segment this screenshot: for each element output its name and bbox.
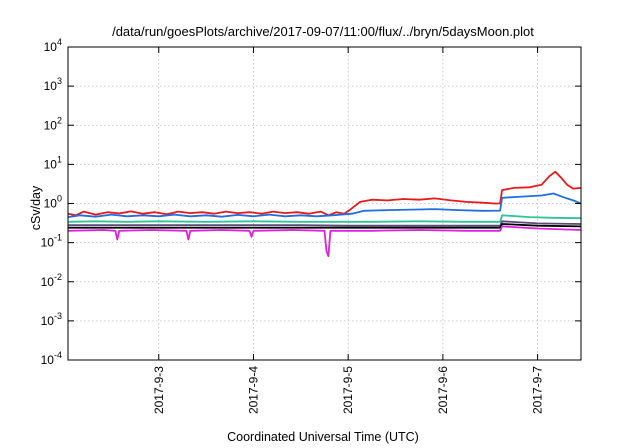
x-tick-label: 2017-9-6 xyxy=(436,366,450,414)
series-line-3 xyxy=(67,214,582,223)
chart-title: /data/run/goesPlots/archive/2017-09-07/1… xyxy=(112,24,534,39)
y-tick-label: 104 xyxy=(44,37,62,54)
x-axis-label: Coordinated Universal Time (UTC) xyxy=(227,430,419,444)
y-tick-label: 10-1 xyxy=(41,233,62,250)
y-axis-label: cSv/day xyxy=(29,185,43,230)
axis-ticks: 10-4 10-3 10-2 10-1 100 101 102 103 104 2017-9-3 2… xyxy=(41,37,581,414)
y-tick-label: 10-4 xyxy=(41,350,62,367)
series-line-5 xyxy=(68,223,582,229)
x-tick-label: 2017-9-4 xyxy=(246,366,260,414)
y-tick-label: 101 xyxy=(44,154,62,171)
x-tick-label: 2017-9-3 xyxy=(152,366,166,414)
series-line-2 xyxy=(67,192,582,218)
series-line-1 xyxy=(67,170,582,217)
series-line-4 xyxy=(68,220,582,227)
y-tick-label: 10-2 xyxy=(41,272,62,289)
y-tick-label: 102 xyxy=(44,115,62,132)
y-tick-label: 103 xyxy=(44,76,62,93)
series-lines xyxy=(67,170,582,258)
x-tick-label: 2017-9-5 xyxy=(341,366,355,414)
x-tick-label: 2017-9-7 xyxy=(531,366,545,414)
grid-lines xyxy=(68,47,581,360)
y-tick-label: 10-3 xyxy=(41,311,62,328)
y-tick-label: 100 xyxy=(44,194,62,211)
series-line-6 xyxy=(67,225,582,258)
